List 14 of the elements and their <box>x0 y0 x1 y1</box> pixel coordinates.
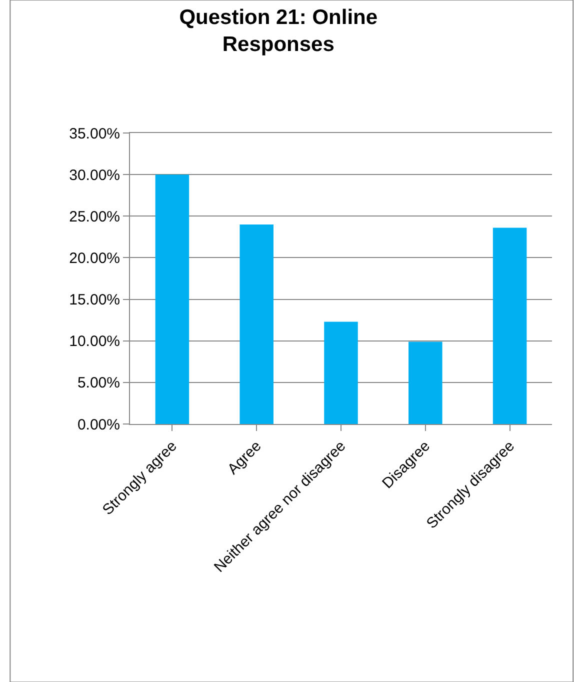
y-tick-label: 25.00% <box>69 208 120 226</box>
bar <box>155 174 190 424</box>
bar <box>240 224 274 424</box>
y-tick-label: 0.00% <box>77 416 120 434</box>
chart-title: Question 21: Online Responses <box>179 6 378 56</box>
y-tick-label: 20.00% <box>69 250 120 267</box>
y-tick-label: 10.00% <box>69 333 120 350</box>
y-tick-label: 30.00% <box>69 166 120 184</box>
y-tick-label: 35.00% <box>69 125 120 142</box>
y-tick-label: 5.00% <box>77 374 120 392</box>
y-tick-label: 15.00% <box>69 292 120 309</box>
bar <box>492 228 527 424</box>
bar <box>408 342 442 424</box>
bar <box>324 322 358 424</box>
